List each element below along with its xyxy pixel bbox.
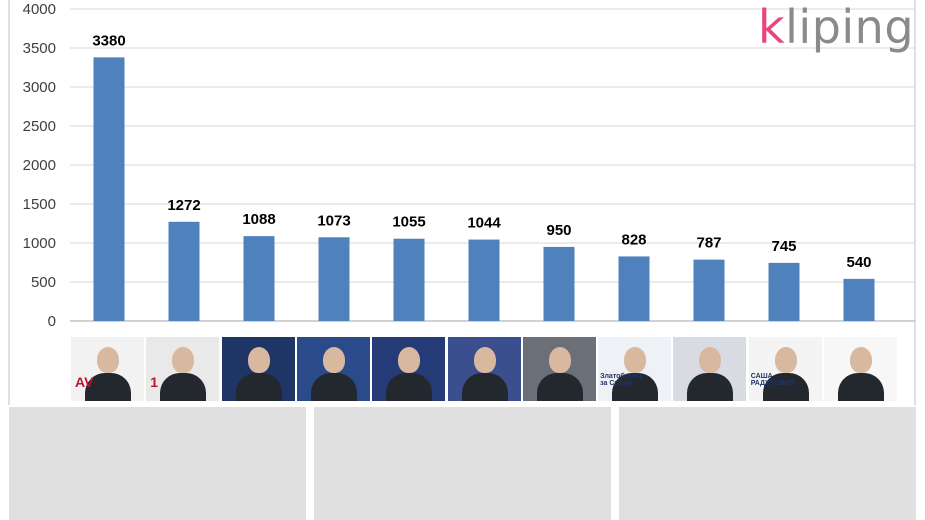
placeholder-panel-left (9, 407, 306, 520)
candidate-photo-icon (296, 337, 370, 401)
bar (318, 237, 350, 321)
portrait-head-shape (699, 347, 722, 373)
bar-data-label: 1044 (467, 215, 501, 232)
bar-data-label: 950 (546, 222, 571, 239)
candidate-photo-icon (372, 337, 446, 401)
bar (618, 256, 650, 321)
portrait-head-shape (850, 347, 872, 373)
candidate-photo-icon: Златоборац за Србију (598, 337, 672, 401)
thumbnail-caption: Златоборац за Србију (600, 373, 642, 387)
portrait-body-shape (85, 373, 131, 401)
portrait-body-shape (160, 373, 207, 401)
placeholder-panel-right (619, 407, 916, 520)
bar (393, 238, 425, 321)
candidate-photo-icon (447, 337, 521, 401)
bar-data-label: 828 (621, 231, 646, 248)
placeholder-panel-middle (314, 407, 611, 520)
bar-data-label: 1272 (167, 197, 200, 214)
y-tick-label: 500 (31, 274, 56, 291)
portrait-body-shape (687, 373, 734, 401)
candidate-photo-icon (221, 337, 295, 401)
portrait-body-shape (310, 373, 357, 401)
bar-data-label: 1055 (392, 214, 425, 231)
logo-k-letter: k (758, 0, 786, 54)
thumbnail-caption: 1 (150, 374, 159, 390)
candidate-photo-icon (824, 337, 897, 401)
portrait-head-shape (398, 347, 421, 373)
y-tick-label: 0 (48, 313, 56, 330)
bar-data-label: 745 (771, 238, 796, 255)
portrait-body-shape (762, 373, 809, 401)
bar-data-label: 1088 (242, 211, 275, 228)
bar (93, 57, 125, 322)
bar-data-label: 1073 (317, 212, 350, 229)
candidate-photo-icon (522, 337, 596, 401)
chart-svg: 0 500 1000 1500 2000 2500 3000 3500 4000 3380 1272… (8, 0, 916, 405)
bar (843, 278, 875, 321)
portrait-body-shape (612, 373, 659, 401)
logo-wordmark: liping (785, 0, 915, 54)
kliping-logo: k liping (758, 4, 914, 50)
bar-data-label: 540 (846, 254, 871, 271)
portrait-body-shape (386, 373, 433, 401)
portrait-body-shape (235, 373, 282, 401)
candidate-photo-icon: САША РАДУЛОВИЋ (748, 337, 822, 401)
bar (543, 246, 575, 321)
y-tick-label: 1500 (23, 196, 56, 213)
bar (468, 239, 500, 321)
candidate-photo-icon (673, 337, 747, 401)
bar-data-label: 787 (696, 235, 721, 252)
portrait-head-shape (97, 347, 119, 373)
y-tick-label: 3000 (23, 79, 56, 96)
portrait-head-shape (322, 347, 345, 373)
y-tick-label: 2000 (23, 157, 56, 174)
y-tick-label: 1000 (23, 235, 56, 252)
portrait-head-shape (473, 347, 496, 373)
y-tick-label: 3500 (23, 40, 56, 57)
thumbnail-caption: САША РАДУЛОВИЋ (750, 373, 796, 387)
portrait-body-shape (838, 373, 884, 401)
portrait-head-shape (624, 347, 647, 373)
portrait-body-shape (461, 373, 508, 401)
bar (243, 236, 275, 321)
candidate-photo-icon: 1 (146, 337, 220, 401)
y-tick-label: 4000 (23, 1, 56, 18)
bar-chart: 0 500 1000 1500 2000 2500 3000 3500 4000 3380 1272… (8, 0, 916, 405)
portrait-head-shape (548, 347, 571, 373)
candidate-thumbnail-strip: AV 1 Златоборац за Србију САША РАДУЛОВИЋ (71, 337, 901, 401)
y-tick-label: 2500 (23, 118, 56, 135)
bar (693, 259, 725, 321)
bar (168, 221, 200, 321)
candidate-photo-icon: AV (71, 337, 144, 401)
bar-data-label: 3380 (92, 32, 125, 49)
portrait-body-shape (536, 373, 583, 401)
portrait-head-shape (774, 347, 797, 373)
portrait-head-shape (247, 347, 270, 373)
bar (768, 262, 800, 321)
thumbnail-caption: AV (75, 374, 94, 390)
portrait-head-shape (172, 347, 195, 373)
